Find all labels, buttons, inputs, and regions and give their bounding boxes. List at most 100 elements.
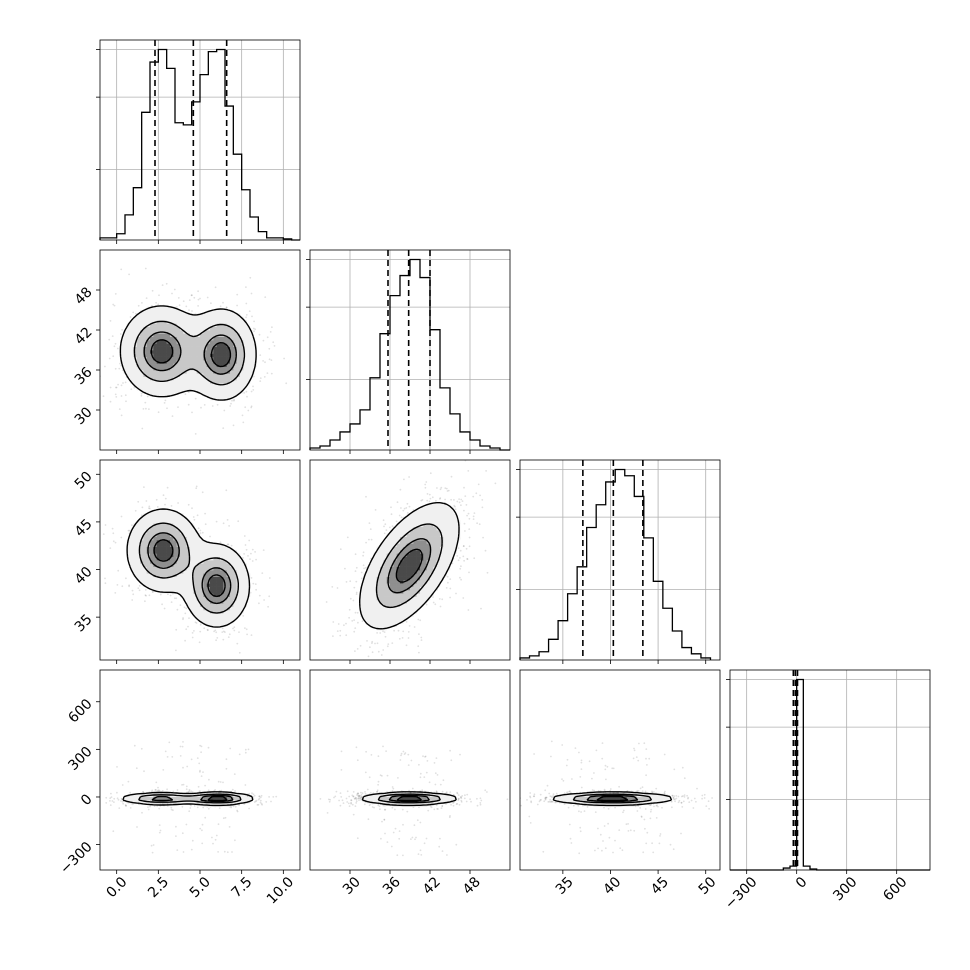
density-cell (180, 313, 184, 317)
density-cell (250, 360, 254, 364)
density-cell (133, 540, 137, 544)
density-cell (426, 586, 431, 591)
density-cell (200, 316, 204, 321)
density-cell (393, 570, 397, 574)
density-cell (190, 550, 194, 554)
density-cell (190, 540, 194, 544)
density-cell (176, 356, 181, 361)
density-cell (166, 350, 171, 354)
density-cell (230, 563, 234, 567)
data-point (472, 495, 475, 498)
density-cell (153, 376, 157, 381)
density-cell (190, 346, 194, 351)
density-cell (203, 603, 207, 607)
density-cell (186, 573, 191, 577)
density-cell (153, 530, 157, 534)
density-cell (413, 606, 417, 611)
data-point (371, 642, 373, 644)
data-point (222, 427, 225, 429)
density-cell (210, 613, 214, 617)
data-point (400, 516, 403, 519)
density-cell (243, 336, 247, 341)
data-point (215, 639, 218, 642)
density-cell (400, 586, 404, 591)
density-cell (223, 610, 227, 614)
data-point (343, 624, 345, 627)
density-cell (396, 570, 401, 574)
data-point (216, 403, 219, 406)
histogram-2-frame (519, 459, 721, 661)
density-cell (203, 550, 207, 554)
density-cell (213, 363, 217, 367)
density-cell (143, 583, 147, 587)
density-cell (210, 360, 214, 364)
data-point (145, 500, 148, 502)
density-cell (223, 576, 227, 581)
density-cell (170, 510, 174, 514)
data-point (387, 643, 390, 645)
density-cell (136, 340, 141, 344)
density-cell (383, 593, 387, 597)
density-cell (186, 576, 191, 581)
data-point (148, 594, 151, 597)
density-cell (223, 346, 227, 351)
density-cell (170, 370, 174, 374)
density-cell (223, 360, 227, 364)
density-cell (193, 593, 197, 597)
density-cell (226, 616, 231, 621)
data-point (374, 642, 376, 645)
density-cell (160, 333, 164, 337)
density-cell (440, 566, 444, 571)
data-point (206, 628, 209, 631)
density-cell (160, 310, 164, 314)
density-cell (246, 353, 251, 357)
density-cell (366, 606, 371, 611)
density-cell (363, 606, 367, 611)
density-cell (170, 576, 174, 581)
density-cell (213, 330, 217, 334)
density-cell (393, 566, 397, 571)
density-cell (220, 353, 224, 357)
density-cell (233, 380, 237, 384)
density-cell (120, 356, 124, 361)
data-point (156, 506, 159, 508)
density-cell (193, 316, 197, 321)
density-cell (163, 376, 167, 381)
density-cell (406, 590, 411, 594)
data-point (345, 581, 348, 583)
density-cell (153, 306, 157, 311)
density-cell (380, 606, 384, 611)
density-cell (150, 306, 154, 311)
data-point (377, 650, 380, 653)
density-cell (396, 596, 401, 601)
density-cell (386, 556, 391, 561)
density-cell (210, 550, 214, 554)
density-cell (436, 570, 441, 574)
density-cell (153, 343, 157, 347)
density-cell (216, 313, 221, 317)
density-cell (163, 383, 167, 387)
data-point (255, 588, 257, 591)
density-cell (226, 333, 231, 337)
density-cell (226, 580, 231, 584)
density-cell (153, 370, 157, 374)
density-cell (173, 516, 177, 521)
density-cell (226, 356, 231, 361)
density-cell (183, 586, 187, 591)
density-cell (153, 360, 157, 364)
density-cell (210, 343, 214, 347)
density-cell (140, 530, 144, 534)
density-cell (176, 320, 181, 324)
data-point (405, 644, 408, 647)
density-cell (216, 586, 221, 591)
density-cell (230, 363, 234, 367)
density-cell (153, 316, 157, 321)
density-cell (166, 306, 171, 311)
data-point (203, 404, 206, 406)
data-point (130, 388, 133, 391)
density-cell (410, 593, 414, 597)
density-cell (146, 343, 151, 347)
density-cell (250, 346, 254, 351)
density-cell (386, 603, 391, 607)
data-point (389, 526, 391, 529)
